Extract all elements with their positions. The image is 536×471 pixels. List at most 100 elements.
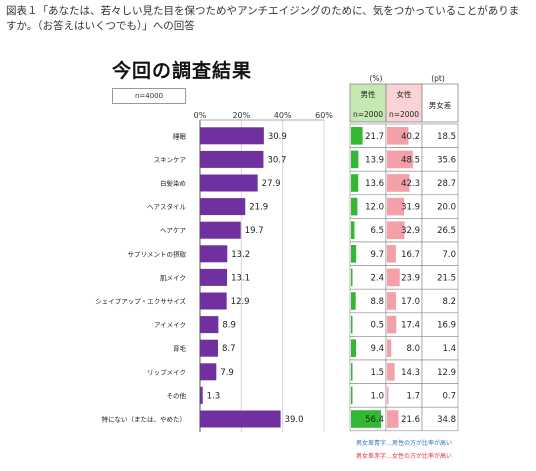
- female-mini-bar: [387, 268, 400, 287]
- bar: [200, 316, 219, 334]
- male-mini-bar: [351, 150, 359, 169]
- category-label: シェイプアップ・エクササイズ: [95, 297, 186, 306]
- bar: [200, 339, 218, 357]
- unit-percent: (%): [370, 74, 383, 83]
- female-value: 17.0: [401, 297, 420, 307]
- bar-value-label: 13.2: [231, 250, 250, 260]
- category-label: ヘアスタイル: [147, 202, 187, 211]
- gender-table: (%) (pt) 男性 n=2000 女性 n=2000 男女差 21.7 40.2 18.5 13…: [349, 74, 459, 432]
- male-value: 2.4: [370, 273, 384, 283]
- bar: [200, 150, 264, 168]
- male-mini-bar: [351, 292, 356, 310]
- bar-value-label: 39.0: [285, 415, 304, 425]
- female-n: n=2000: [389, 110, 419, 119]
- bar: [200, 245, 228, 263]
- bar-value-label: 8.7: [222, 344, 236, 354]
- male-value: 1.5: [370, 368, 384, 378]
- male-mini-bar: [351, 221, 355, 239]
- diff-value: 7.0: [442, 250, 456, 260]
- male-value: 12.0: [365, 203, 384, 213]
- female-value: 14.3: [401, 368, 420, 378]
- bar: [200, 386, 203, 404]
- bar-value-label: 27.9: [262, 179, 281, 189]
- x-tick-label: 20%: [232, 111, 250, 120]
- note-female: 男女差赤字…女性の方が比率が高い: [356, 452, 452, 460]
- male-value: 13.6: [365, 179, 384, 189]
- x-tick-label: 0%: [194, 111, 207, 120]
- x-axis-ticks: 0% 20% 40% 60%: [194, 111, 334, 120]
- diff-value: 8.2: [442, 297, 456, 307]
- female-value: 40.2: [401, 132, 420, 142]
- bar: [200, 268, 228, 286]
- table-cell: [421, 406, 459, 432]
- category-label: アイメイク: [154, 321, 186, 329]
- male-value: 13.9: [365, 155, 384, 165]
- category-label: 特にない（または、やめた）: [102, 415, 187, 424]
- female-mini-bar: [387, 127, 409, 145]
- diff-value: 18.5: [437, 132, 456, 142]
- female-value: 8.0: [406, 344, 420, 354]
- diff-value: 28.7: [437, 179, 456, 189]
- bar-value-label: 7.9: [220, 368, 234, 378]
- bar-value-label: 19.7: [245, 226, 264, 236]
- male-mini-bar: [351, 339, 357, 357]
- male-mini-bar: [351, 245, 357, 263]
- male-mini-bar: [351, 197, 358, 216]
- bar-value-label: 30.7: [267, 155, 286, 165]
- bar: [200, 127, 264, 145]
- female-value: 1.7: [406, 391, 420, 401]
- male-n: n=2000: [353, 110, 383, 119]
- figure-caption: 図表１「あなたは、若々しい見た目を保つためやアンチエイジングのために、気をつかっ…: [6, 5, 520, 32]
- female-mini-bar: [387, 221, 405, 239]
- diff-value: 12.9: [437, 368, 456, 378]
- chart-title: 今回の調査結果: [112, 60, 253, 82]
- male-value: 56.4: [365, 415, 384, 425]
- bar-value-label: 13.1: [231, 273, 250, 283]
- diff-header-cell: [421, 83, 459, 123]
- male-header: 男性: [361, 89, 376, 99]
- male-mini-bar: [351, 174, 359, 192]
- bar-series: 睡眠 30.9 スキンケア 30.7 白髪染め 27.9 ヘアスタイル 21.9 ヘアケア 19.…: [95, 127, 304, 428]
- bar-value-label: 8.9: [222, 321, 236, 331]
- bar: [200, 174, 258, 192]
- female-mini-bar: [387, 315, 397, 334]
- diff-value: 1.4: [442, 344, 456, 354]
- diff-value: 16.9: [437, 321, 456, 331]
- male-mini-bar: [351, 386, 353, 405]
- female-mini-bar: [387, 363, 395, 381]
- category-label: 睡眠: [173, 132, 187, 140]
- female-value: 48.5: [401, 155, 420, 165]
- male-value: 1.0: [370, 391, 384, 401]
- male-mini-bar: [351, 363, 353, 381]
- sample-size-box: n=4000: [112, 88, 186, 104]
- bar: [200, 410, 281, 428]
- category-label: その他: [167, 391, 187, 400]
- male-value: 21.7: [365, 132, 384, 142]
- category-label: ヘアケア: [160, 227, 187, 235]
- male-mini-bar: [351, 410, 382, 428]
- unit-points: (pt): [431, 74, 445, 83]
- category-label: サプリメントの摂取: [128, 249, 187, 258]
- category-label: スキンケア: [154, 156, 187, 164]
- female-value: 17.4: [401, 321, 420, 331]
- diff-value: 34.8: [437, 415, 456, 425]
- bar-value-label: 30.9: [268, 132, 287, 142]
- diff-header: 男女差: [429, 100, 452, 110]
- bar-value-label: 1.3: [207, 391, 221, 401]
- female-mini-bar: [387, 292, 397, 310]
- category-label: 肌メイク: [160, 274, 186, 282]
- male-value: 0.5: [370, 321, 384, 331]
- bar: [200, 198, 246, 216]
- male-value: 9.7: [370, 250, 384, 260]
- female-mini-bar: [387, 410, 399, 428]
- female-mini-bar: [387, 245, 396, 263]
- male-mini-bar: [351, 315, 353, 334]
- x-tick-label: 40%: [274, 111, 292, 120]
- female-mini-bar: [387, 339, 392, 357]
- diff-value: 26.5: [437, 226, 456, 236]
- female-mini-bar: [387, 150, 413, 169]
- male-header-cell: [349, 83, 387, 123]
- male-value: 9.4: [370, 344, 384, 354]
